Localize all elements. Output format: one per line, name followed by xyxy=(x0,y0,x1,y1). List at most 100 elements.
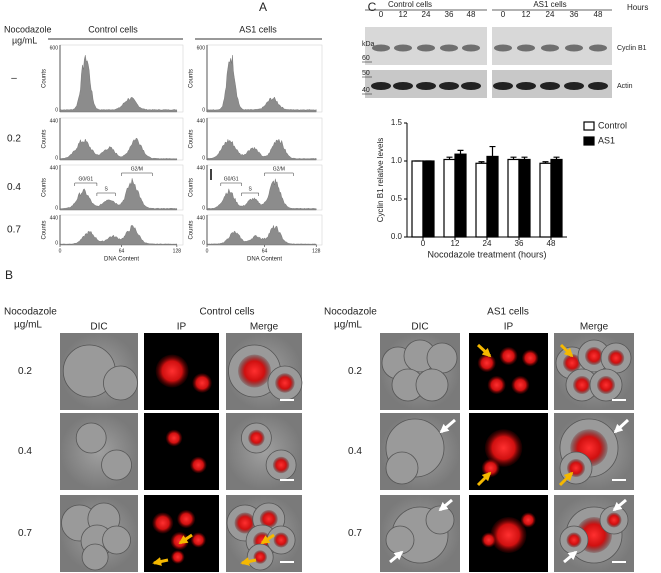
x-tick-label: 36 xyxy=(515,239,524,248)
band xyxy=(439,82,459,90)
x-tick-label: 64 xyxy=(262,248,268,254)
band xyxy=(589,44,607,52)
histogram xyxy=(59,178,178,211)
phase-bracket xyxy=(121,172,153,176)
blot-group-title: Control cells xyxy=(388,0,432,9)
nucleus xyxy=(234,512,256,534)
dose-label: – xyxy=(11,73,17,84)
error-bar xyxy=(542,161,549,164)
column-title: Merge xyxy=(580,322,609,333)
kda-marker: 40 xyxy=(362,87,370,94)
arrow xyxy=(612,498,627,512)
y-tick-label: 0 xyxy=(202,205,205,211)
nucleus xyxy=(165,429,183,447)
legend-label: Control xyxy=(598,120,627,130)
y-tick-label: 0 xyxy=(202,240,205,246)
band xyxy=(462,44,480,52)
x-axis-title: DNA Content xyxy=(247,257,282,263)
panel-label: B xyxy=(5,268,13,282)
dose-label: 0.7 xyxy=(18,528,32,539)
dose-label: 0.2 xyxy=(348,366,362,377)
nucleus xyxy=(171,550,185,564)
bar xyxy=(454,153,467,238)
lane-label: 24 xyxy=(546,10,555,19)
lane-label: 24 xyxy=(422,10,431,19)
phase-bracket xyxy=(220,182,242,186)
band xyxy=(564,82,584,90)
error-bar xyxy=(510,156,517,160)
y-axis-title: Cyclin B1 relative levels xyxy=(376,138,385,222)
error-bar xyxy=(489,145,496,157)
cell-outline xyxy=(101,449,132,481)
nucleus xyxy=(477,354,496,372)
micrograph xyxy=(60,413,138,490)
phase-bracket xyxy=(241,192,259,196)
phase-label: G2/M xyxy=(273,166,285,172)
dose-label: 0.7 xyxy=(348,528,362,539)
x-tick-label: 0 xyxy=(206,248,209,254)
bar xyxy=(411,160,424,238)
row-unit: µg/mL xyxy=(334,320,362,331)
micrograph xyxy=(144,413,219,490)
lane-label: 48 xyxy=(594,10,603,19)
arrow xyxy=(240,557,257,566)
column-title: IP xyxy=(177,322,187,333)
band xyxy=(371,82,391,90)
x-axis-title: DNA Content xyxy=(104,257,139,263)
nucleus xyxy=(520,512,536,528)
nucleus xyxy=(499,347,518,365)
y-axis-title: Counts xyxy=(189,220,195,239)
error-bar xyxy=(446,156,453,160)
x-tick-label: 128 xyxy=(312,248,321,254)
phase-bracket xyxy=(74,182,98,186)
y-tick-label: 440 xyxy=(197,165,206,171)
column-title: IP xyxy=(504,322,514,333)
band xyxy=(416,82,436,90)
nucleus xyxy=(585,347,603,365)
dose-label: 0.7 xyxy=(7,225,21,236)
legend-label: AS1 xyxy=(598,135,615,145)
arrow xyxy=(178,533,193,545)
band xyxy=(588,82,608,90)
panel-label: A xyxy=(259,0,267,14)
y-tick-label: 0 xyxy=(55,155,58,161)
nucleus xyxy=(170,532,189,550)
y-axis-title: Counts xyxy=(189,129,195,148)
nucleus xyxy=(511,376,530,394)
legend-swatch xyxy=(583,136,595,146)
row-unit: µg/mL xyxy=(14,320,42,331)
dose-label: 0.4 xyxy=(18,446,32,457)
histogram xyxy=(206,224,317,246)
histogram xyxy=(206,55,317,113)
x-tick-label: 24 xyxy=(483,239,492,248)
nucleus xyxy=(573,376,591,394)
y-tick-label: 0 xyxy=(202,155,205,161)
x-tick-label: 128 xyxy=(173,248,182,254)
y-tick-label: 600 xyxy=(197,45,206,51)
band xyxy=(393,82,413,90)
y-tick-label: 0.0 xyxy=(391,232,403,241)
lane-label: 12 xyxy=(399,10,408,19)
band xyxy=(440,44,458,52)
y-axis-title: Counts xyxy=(42,178,48,197)
bar xyxy=(518,158,531,238)
nucleus xyxy=(563,354,581,372)
cell-outline xyxy=(385,525,415,555)
y-tick-label: 0 xyxy=(202,107,205,113)
band xyxy=(394,44,412,52)
column-title: DIC xyxy=(90,322,107,333)
cell-outline xyxy=(81,543,109,571)
dose-label: 0.4 xyxy=(348,446,362,457)
phase-label: S xyxy=(104,186,108,192)
dose-label: 0.4 xyxy=(7,182,21,193)
band xyxy=(417,44,435,52)
lane-label: 36 xyxy=(445,10,454,19)
x-axis-title: Nocodazole treatment (hours) xyxy=(427,249,546,259)
arrow xyxy=(476,343,492,358)
lane-label: 36 xyxy=(570,10,579,19)
arrow xyxy=(438,498,453,512)
nucleus xyxy=(190,532,206,548)
nucleus xyxy=(490,517,527,553)
cell-outline xyxy=(385,451,419,485)
